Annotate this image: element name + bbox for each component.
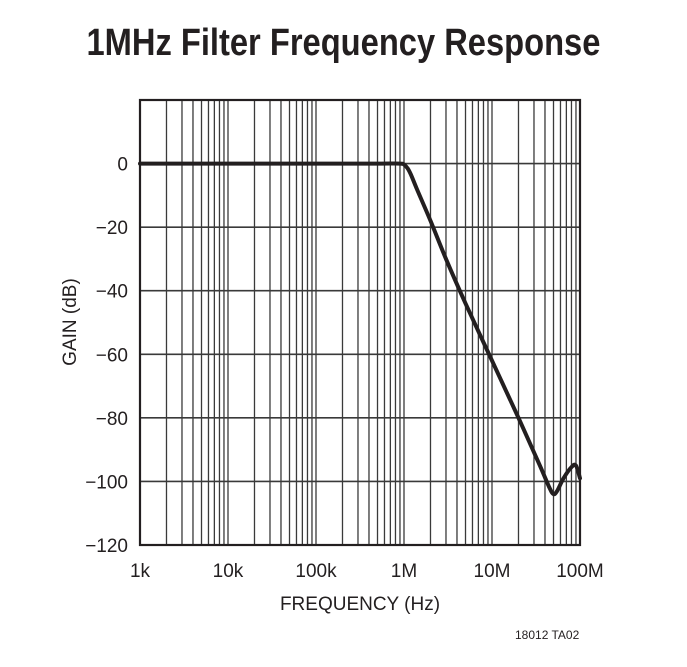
x-tick-label: 100M <box>556 561 604 582</box>
y-tick-label: 0 <box>117 155 128 176</box>
x-tick-label: 100k <box>295 561 337 582</box>
x-tick-label: 1M <box>391 561 417 582</box>
gain-curve <box>138 161 582 497</box>
grid-lines <box>139 99 580 546</box>
x-tick-label: 10k <box>213 561 244 582</box>
x-tick-label: 10M <box>474 561 511 582</box>
x-axis-ticks: 1k 10k 100k 1M 10M 100M <box>130 561 604 582</box>
y-axis-label: GAIN (dB) <box>60 278 81 366</box>
chart-title: 1MHz Filter Frequency Response <box>86 22 601 64</box>
y-tick-label: −100 <box>85 472 128 493</box>
y-tick-label: −20 <box>96 218 128 239</box>
plot-frame <box>138 98 582 547</box>
x-axis-label: FREQUENCY (Hz) <box>280 594 440 615</box>
x-tick-label: 1k <box>130 561 151 582</box>
y-tick-label: −40 <box>96 282 128 303</box>
figure-id: 18012 TA02 <box>515 628 580 642</box>
y-tick-label: −120 <box>85 536 128 557</box>
y-axis-ticks: 0 −20 −40 −60 −80 −100 −120 <box>85 155 128 557</box>
y-tick-label: −80 <box>96 409 128 430</box>
y-tick-label: −60 <box>96 345 128 366</box>
